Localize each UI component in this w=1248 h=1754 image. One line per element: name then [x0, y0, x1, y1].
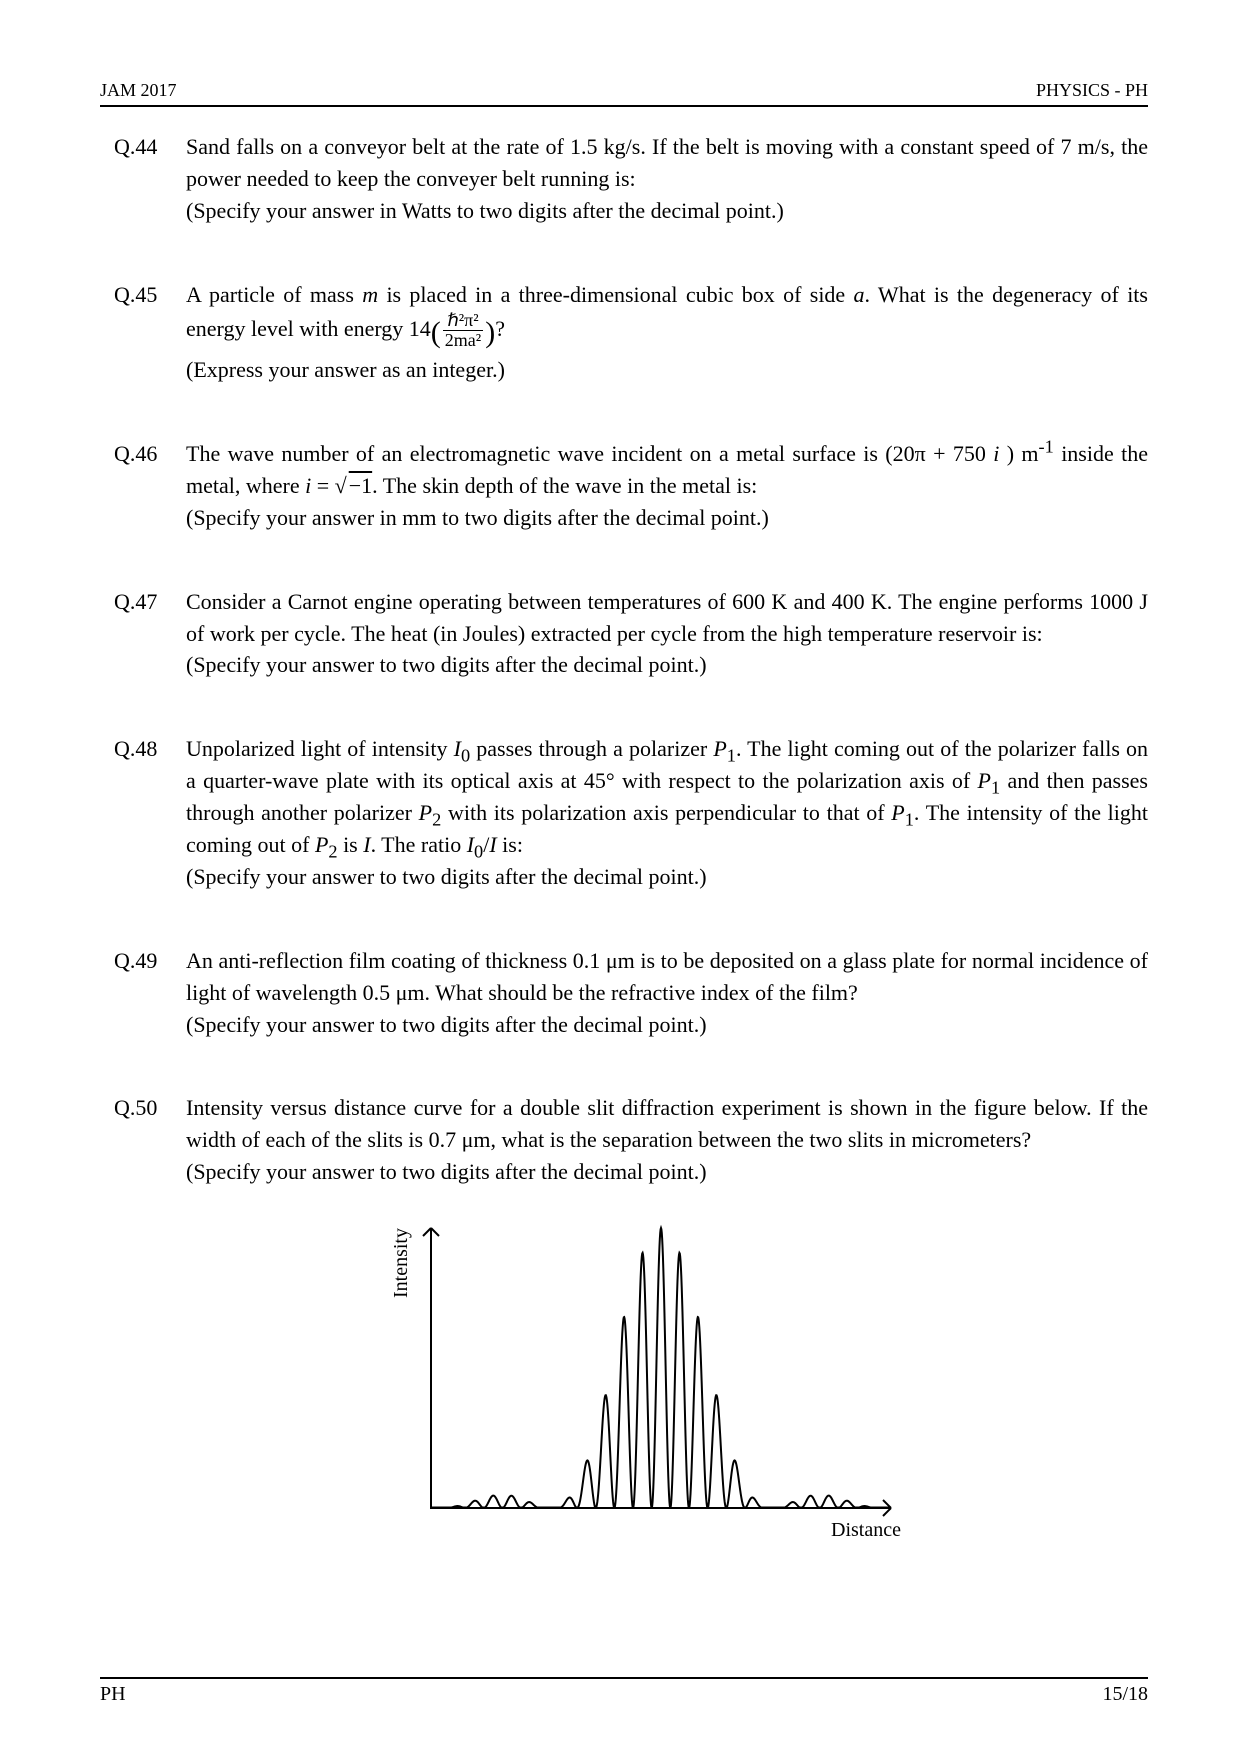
question-text-d: . The skin depth of the wave in the meta… [372, 473, 757, 498]
question-text-i: is: [497, 832, 523, 857]
question-body: An anti-reflection film coating of thick… [186, 945, 1148, 1041]
var-a: a [854, 282, 865, 307]
fraction: ℏ²π²2ma² [443, 311, 483, 350]
question-49: Q.49 An anti-reflection film coating of … [114, 945, 1148, 1041]
fraction-den: 2ma² [443, 331, 483, 350]
svg-text:Distance: Distance [831, 1519, 901, 1541]
var-ib: I [489, 832, 496, 857]
question-number: Q.50 [114, 1092, 186, 1188]
question-text-h: . The ratio [371, 832, 467, 857]
sup-minus1: -1 [1039, 437, 1054, 457]
footer-page: 15/18 [1102, 1683, 1148, 1706]
var-p1: P [713, 736, 726, 761]
question-hint: (Specify your answer to two digits after… [186, 1012, 707, 1037]
question-list: Q.44 Sand falls on a conveyor belt at th… [100, 131, 1148, 1548]
question-hint: (Specify your answer to two digits after… [186, 1159, 707, 1184]
rparen-icon: ) [485, 316, 495, 349]
diffraction-pattern-svg: Intensity Distance [351, 1208, 911, 1548]
lparen-icon: ( [431, 316, 441, 349]
question-text-b: is placed in a three-dimensional cubic b… [378, 282, 853, 307]
question-text-g: is [338, 832, 364, 857]
var-i2: i [305, 473, 311, 498]
question-number: Q.46 [114, 438, 186, 534]
sqrt-neg1: −1 [347, 473, 372, 498]
question-48: Q.48 Unpolarized light of intensity I0 p… [114, 733, 1148, 892]
question-text: Consider a Carnot engine operating betwe… [186, 589, 1148, 646]
fraction-num: ℏ²π² [443, 311, 483, 331]
question-text-a: Unpolarized light of intensity [186, 736, 454, 761]
question-hint: (Specify your answer in Watts to two dig… [186, 198, 784, 223]
question-number: Q.44 [114, 131, 186, 227]
question-body: Sand falls on a conveyor belt at the rat… [186, 131, 1148, 227]
sub-1c: 1 [905, 809, 914, 829]
var-p2b: P [315, 832, 328, 857]
var-p2: P [419, 800, 432, 825]
question-hint: (Specify your answer to two digits after… [186, 652, 707, 677]
question-47: Q.47 Consider a Carnot engine operating … [114, 586, 1148, 682]
page-footer: PH 15/18 [100, 1677, 1148, 1706]
svg-text:Intensity: Intensity [390, 1228, 412, 1298]
question-body: A particle of mass m is placed in a thre… [186, 279, 1148, 386]
question-hint: (Specify your answer in mm to two digits… [186, 505, 769, 530]
sub-1b: 1 [991, 778, 1000, 798]
question-number: Q.49 [114, 945, 186, 1041]
sub-2a: 2 [432, 809, 441, 829]
diffraction-chart: Intensity Distance [114, 1208, 1148, 1548]
question-text: Sand falls on a conveyor belt at the rat… [186, 134, 1148, 191]
question-text-d: ? [495, 316, 505, 341]
page: JAM 2017 PHYSICS - PH Q.44 Sand falls on… [0, 0, 1248, 1754]
var-p1b: P [978, 768, 991, 793]
sub-0: 0 [461, 746, 470, 766]
question-hint: (Express your answer as an integer.) [186, 357, 505, 382]
var-m: m [362, 282, 378, 307]
question-text-e: with its polarization axis perpendicular… [441, 800, 891, 825]
question-text: Intensity versus distance curve for a do… [186, 1095, 1148, 1152]
question-text-a: A particle of mass [186, 282, 362, 307]
question-body: Unpolarized light of intensity I0 passes… [186, 733, 1148, 892]
sub-0b: 0 [474, 841, 483, 861]
question-body: Intensity versus distance curve for a do… [186, 1092, 1148, 1188]
question-text-b: passes through a polarizer [470, 736, 713, 761]
question-50: Q.50 Intensity versus distance curve for… [114, 1092, 1148, 1188]
question-hint: (Specify your answer to two digits after… [186, 864, 707, 889]
sub-1a: 1 [727, 746, 736, 766]
header-exam: JAM 2017 [100, 80, 177, 101]
question-number: Q.48 [114, 733, 186, 892]
var-i0: I [454, 736, 461, 761]
question-body: The wave number of an electromagnetic wa… [186, 438, 1148, 534]
var-p1c: P [891, 800, 904, 825]
question-46: Q.46 The wave number of an electromagnet… [114, 438, 1148, 534]
question-44: Q.44 Sand falls on a conveyor belt at th… [114, 131, 1148, 227]
question-number: Q.47 [114, 586, 186, 682]
question-body: Consider a Carnot engine operating betwe… [186, 586, 1148, 682]
question-45: Q.45 A particle of mass m is placed in a… [114, 279, 1148, 386]
question-text-a: The wave number of an electromagnetic wa… [186, 441, 993, 466]
var-i0b: I [467, 832, 474, 857]
question-number: Q.45 [114, 279, 186, 386]
question-text-b: ) m [999, 441, 1038, 466]
var-i: I [363, 832, 370, 857]
question-text: An anti-reflection film coating of thick… [186, 948, 1148, 1005]
footer-subject: PH [100, 1683, 126, 1706]
sub-2b: 2 [328, 841, 337, 861]
page-header: JAM 2017 PHYSICS - PH [100, 80, 1148, 107]
header-subject: PHYSICS - PH [1036, 80, 1148, 101]
